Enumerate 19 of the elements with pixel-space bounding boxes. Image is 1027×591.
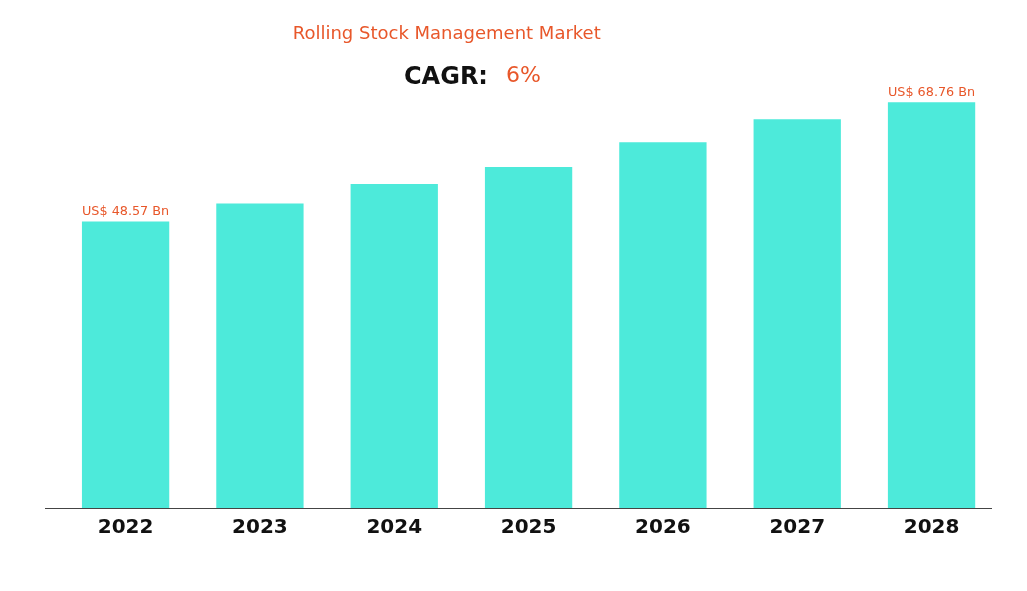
x-tick-label: 2027 [769, 514, 826, 538]
text: 6% [506, 62, 541, 87]
bar [81, 221, 170, 508]
bar [216, 203, 304, 508]
bar [753, 119, 841, 508]
x-tick-label: 2024 [366, 514, 423, 538]
data-label: US$ 48.57 Bn [82, 203, 170, 219]
x-tick-label: 2026 [635, 514, 691, 538]
x-tick-label: 2023 [232, 514, 288, 538]
data-label: US$ 68.76 Bn [887, 84, 976, 100]
x-tick-label: 2022 [97, 514, 154, 538]
bar [887, 102, 976, 508]
chart-title: Rolling Stock Management Market [292, 22, 601, 44]
x-tick-label: 2028 [903, 514, 960, 538]
bar [350, 184, 438, 508]
bar [484, 167, 573, 508]
text: CAGR: [404, 62, 488, 90]
x-tick-label: 2025 [500, 514, 557, 538]
bar [619, 142, 707, 508]
